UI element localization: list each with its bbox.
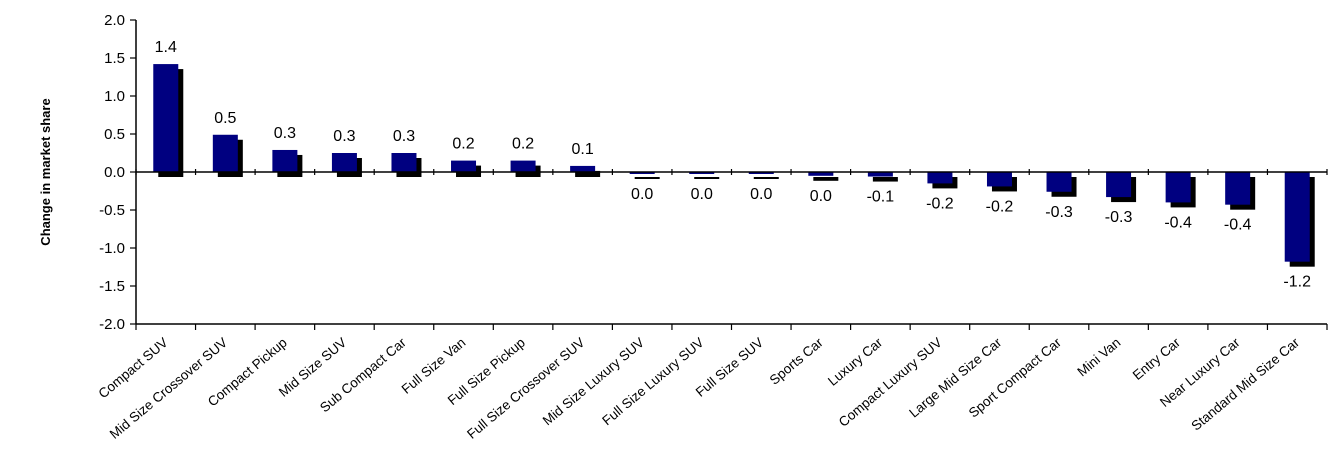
bar-shadow (575, 170, 601, 177)
data-label: -0.2 (986, 198, 1014, 215)
data-label: 1.4 (155, 39, 177, 56)
data-label: 0.5 (214, 110, 236, 127)
category-label: Mid Size Luxury SUV (540, 335, 647, 428)
data-label: 0.3 (333, 128, 355, 145)
bar (510, 160, 536, 172)
y-tick-label: -2.0 (99, 316, 125, 333)
data-label: 0.1 (572, 141, 594, 158)
data-label: 0.0 (810, 188, 832, 205)
category-label: Mid Size Crossover SUV (107, 335, 230, 442)
data-label: -0.4 (1224, 217, 1252, 234)
bar-shadow (872, 177, 898, 182)
y-tick-label: 1.5 (104, 50, 125, 67)
y-axis-title: Change in market share (38, 98, 53, 245)
bar (331, 153, 357, 172)
bar (1284, 172, 1310, 262)
category-label: Standard Mid Size Car (1188, 334, 1302, 433)
bar (808, 172, 834, 176)
bar (927, 172, 953, 184)
data-label: 0.2 (512, 136, 534, 153)
bars-group (153, 64, 1315, 267)
y-tick-label: 0.0 (104, 164, 125, 181)
bar (451, 160, 477, 172)
bar (629, 172, 655, 174)
y-tick-label: 0.5 (104, 126, 125, 143)
data-label: 0.0 (691, 186, 713, 203)
category-label: Entry Car (1130, 334, 1184, 382)
data-label: 0.2 (452, 136, 474, 153)
data-label: -1.2 (1283, 274, 1311, 291)
bar (391, 153, 417, 172)
category-label: Luxury Car (825, 334, 886, 388)
category-label: Full Size Crossover SUV (464, 335, 587, 442)
data-label: 0.3 (393, 128, 415, 145)
bar (1165, 172, 1191, 203)
category-label: Compact Luxury SUV (836, 335, 945, 430)
bar (867, 172, 893, 177)
data-label: 0.3 (274, 125, 296, 142)
category-label: Full Size Luxury SUV (599, 335, 706, 428)
bar (689, 172, 715, 174)
bar (153, 64, 179, 172)
bar-shadow (634, 177, 660, 179)
data-label: -0.1 (867, 189, 895, 206)
bar (986, 172, 1012, 187)
y-tick-label: -1.0 (99, 240, 125, 257)
bar-shadow (753, 177, 779, 179)
category-label: Mini Van (1074, 335, 1123, 380)
y-tick-label: -0.5 (99, 202, 125, 219)
bar (1046, 172, 1072, 192)
bar (212, 134, 238, 172)
bar-shadow (694, 177, 720, 179)
bar (1225, 172, 1251, 205)
y-tick-label: 1.0 (104, 88, 125, 105)
data-label: -0.4 (1164, 214, 1192, 231)
data-label: -0.2 (926, 195, 954, 212)
data-label: -0.3 (1045, 204, 1073, 221)
bar (570, 165, 596, 172)
y-tick-label: -1.5 (99, 278, 125, 295)
data-label: 0.0 (631, 186, 653, 203)
y-tick-label: 2.0 (104, 12, 125, 29)
data-label: 0.0 (750, 186, 772, 203)
category-label: Sports Car (767, 334, 826, 387)
axes-group: 2.0 1.5 1.0 0.5 0.0 -0.5 -1.0 -1.5 -2.0 (99, 12, 1328, 333)
bar-shadow (813, 177, 839, 181)
data-label: -0.3 (1105, 209, 1133, 226)
bar (272, 149, 298, 172)
bar (748, 172, 774, 174)
bar (1106, 172, 1132, 198)
